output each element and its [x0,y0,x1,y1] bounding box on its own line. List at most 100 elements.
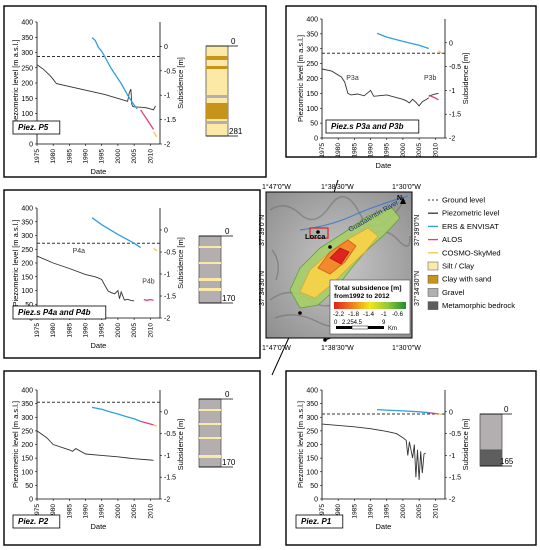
y-left-tick-label: 100 [21,469,33,476]
series-line [36,430,154,461]
x-tick-label: 2010 [432,504,439,519]
y-left-tick-label: 250 [306,428,318,435]
y-left-tick-label: 400 [306,17,318,24]
scale-tick-0: 0 [334,320,338,326]
subsidence-zone-core [329,247,350,265]
x-tick-label: 1985 [351,504,358,519]
y-right-axis-title: Subsidence [m] [461,419,470,471]
y-left-tick-label: 250 [21,65,33,72]
y-left-tick-label: 150 [21,274,33,281]
series-line [91,37,138,110]
map-colorbar [334,302,406,309]
piezometer-points [298,230,332,342]
chart-title-box: Piez. P1 [295,514,344,529]
legend-label: Clay with sand [442,275,491,284]
chart-title: Piez. P5 [18,123,49,132]
y-left-axis-title: Piezometric level [m a.s.l.] [11,401,20,488]
y-right-tick-label: -1 [164,453,170,460]
column-p5-top-label: 0 [231,37,236,46]
column-p4-bottom-label: 170 [222,294,236,303]
map-colorbar-ticks: -2.2 -1.8 -1.4 -1 -0.6 [333,311,403,318]
column-p4-top-label: 0 [225,227,230,236]
series-line [376,408,429,414]
north-label: N [397,195,402,202]
y-left-tick-label: 200 [21,261,33,268]
chart-title: Piez.s P4a and P4b [18,308,91,317]
legend-label: Metamorphic bedrock [442,301,515,310]
figure-legend: Ground level Piezometric level ERS & ENVIS… [427,196,515,310]
y-left-tick-label: 350 [306,31,318,38]
y-left-tick-label: 350 [21,35,33,42]
y-left-tick-label: 200 [306,442,318,449]
series-annotation: P4b [142,279,155,286]
x-axis-title: Date [376,522,392,531]
x-tick-label: 1985 [66,323,73,338]
x-tick-label: 1980 [335,504,342,519]
series-line [140,109,155,130]
series-line [36,64,156,111]
x-tick-label: 1985 [66,504,73,519]
coord-top-1: 1°47'0"W [262,183,291,191]
y-left-tick-label: 50 [310,483,318,490]
x-tick-label: 2000 [400,143,407,158]
x-tick-label: 2010 [147,504,154,519]
x-tick-label: 1995 [99,504,106,519]
legend-label: Ground level [442,196,485,205]
x-tick-label: 1975 [34,149,41,164]
legend-label: ALOS [442,235,462,244]
svg-text:-1.8: -1.8 [348,311,359,318]
series-annotation: P3b [424,75,437,82]
y-right-axis-title: Subsidence [m] [176,237,185,289]
y-left-tick-label: 150 [21,96,33,103]
chart-p2: 0 50 100 150 200 250 300 350 400 0 -0.5 -1 -1.5 -2 197… [11,388,185,532]
x-tick-label: 1980 [335,143,342,158]
series-line [376,32,430,50]
legend-label: Gravel [442,288,465,297]
scale-tick-1: 2.254.5 [342,320,363,326]
y-left-tick-label: 250 [21,428,33,435]
scale-tick-2: 9 [382,320,386,326]
map: Lorca Guadalentín River N 1°47'0"W 1°38'… [258,183,421,352]
y-left-tick-label: 300 [306,415,318,422]
north-arrow: N [397,195,406,204]
svg-text:-0.6: -0.6 [392,311,403,318]
y-left-axis-title: Piezometric level [m a.s.l.] [11,219,20,306]
lorca-marker [309,227,329,239]
x-tick-label: 2005 [131,323,138,338]
y-left-axis-title: Piezometric level [m a.s.l.] [296,35,305,122]
column-p2-top-label: 0 [225,390,230,399]
x-tick-label: 2005 [416,504,423,519]
series-line [143,298,154,302]
legend-swatch [427,274,439,284]
chart-title: Piez.s P3a and P3b [331,122,404,131]
y-left-tick-label: 300 [21,233,33,240]
y-right-tick-label: -2 [164,316,170,323]
y-right-tick-label: -1.5 [164,117,176,124]
coord-top-3: 1°30'0"W [392,183,421,191]
coord-right-1: 37°39'0"N [413,215,421,246]
scale-unit: Km [388,326,397,332]
map-legend-title: Total subsidence [m] [334,285,401,292]
coord-bottom-2: 1°38'30"W [321,344,354,352]
series-line [321,423,426,480]
y-left-tick-label: 400 [21,206,33,213]
y-left-tick-label: 50 [25,302,33,309]
coord-bottom-3: 1°30'0"W [392,344,421,352]
y-right-tick-label: -2 [449,497,455,504]
y-right-tick-label: 0 [449,40,453,47]
x-tick-label: 2005 [131,504,138,519]
legend-swatch [427,288,439,297]
y-right-tick-label: -1.5 [164,294,176,301]
x-axis-title: Date [91,522,107,531]
panel-p3-frame [285,5,537,158]
x-tick-label: 2010 [432,143,439,158]
series-line [438,50,443,54]
y-right-tick-label: 0 [164,409,168,416]
x-tick-label: 1990 [368,143,375,158]
series-line [152,131,158,138]
y-left-tick-label: 150 [21,456,33,463]
column-p1-top-label: 0 [504,405,509,414]
chart-p1: 0 50 100 150 200 250 300 350 400 0 -0.5 -1 -1.5 -2 197… [295,388,470,531]
x-tick-label: 1990 [83,504,90,519]
